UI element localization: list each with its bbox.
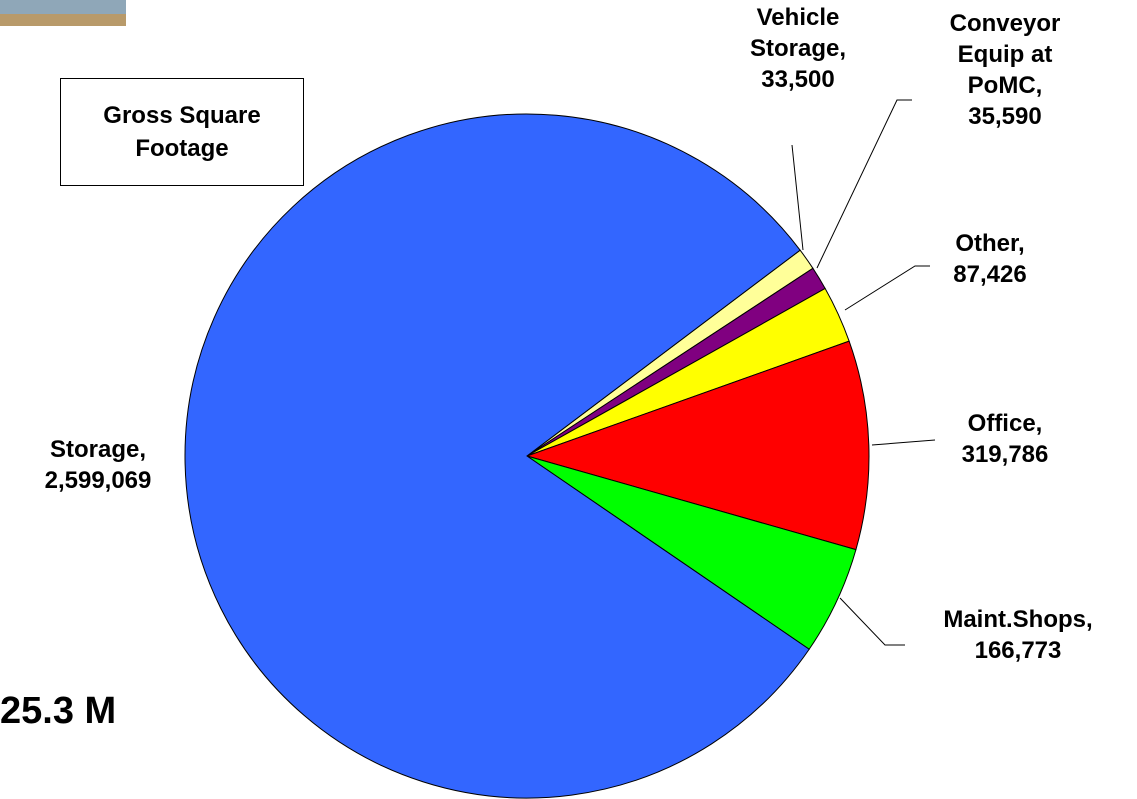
category-label: Maint.Shops, <box>943 606 1093 633</box>
pie-slice <box>525 340 870 551</box>
data-label: Office, 319,786 <box>925 408 1085 470</box>
category-label: Office, <box>967 410 1043 437</box>
data-label: Storage, 2,599,069 <box>0 434 198 496</box>
data-label: Maint.Shops, 166,773 <box>898 604 1137 666</box>
data-label: Vehicle Storage, 33,500 <box>728 2 868 95</box>
category-label: Storage, <box>49 436 147 463</box>
value-label: 33,500 <box>761 66 835 93</box>
value-label: 35,590 <box>968 103 1042 130</box>
leader-line <box>844 265 930 311</box>
category-label: Other, <box>955 230 1025 257</box>
leader-line <box>839 597 905 646</box>
value-label: 87,426 <box>953 261 1027 288</box>
data-label: Other, 87,426 <box>920 228 1060 290</box>
value-label: 319,786 <box>961 441 1049 468</box>
category-label: Conveyor Equip at PoMC, <box>949 10 1061 99</box>
value-label: 2,599,069 <box>44 467 152 494</box>
value-label: 166,773 <box>974 637 1062 664</box>
data-label: Conveyor Equip at PoMC, 35,590 <box>935 8 1075 132</box>
pie-slice <box>184 113 810 799</box>
leader-line <box>791 144 804 251</box>
leader-line <box>816 99 912 269</box>
annotation: 25.3 M <box>0 690 117 732</box>
category-label: Vehicle Storage, <box>749 4 847 62</box>
leader-line <box>871 439 936 446</box>
chart-title: Gross Square Footage <box>60 78 304 186</box>
photo-strip <box>0 14 126 26</box>
